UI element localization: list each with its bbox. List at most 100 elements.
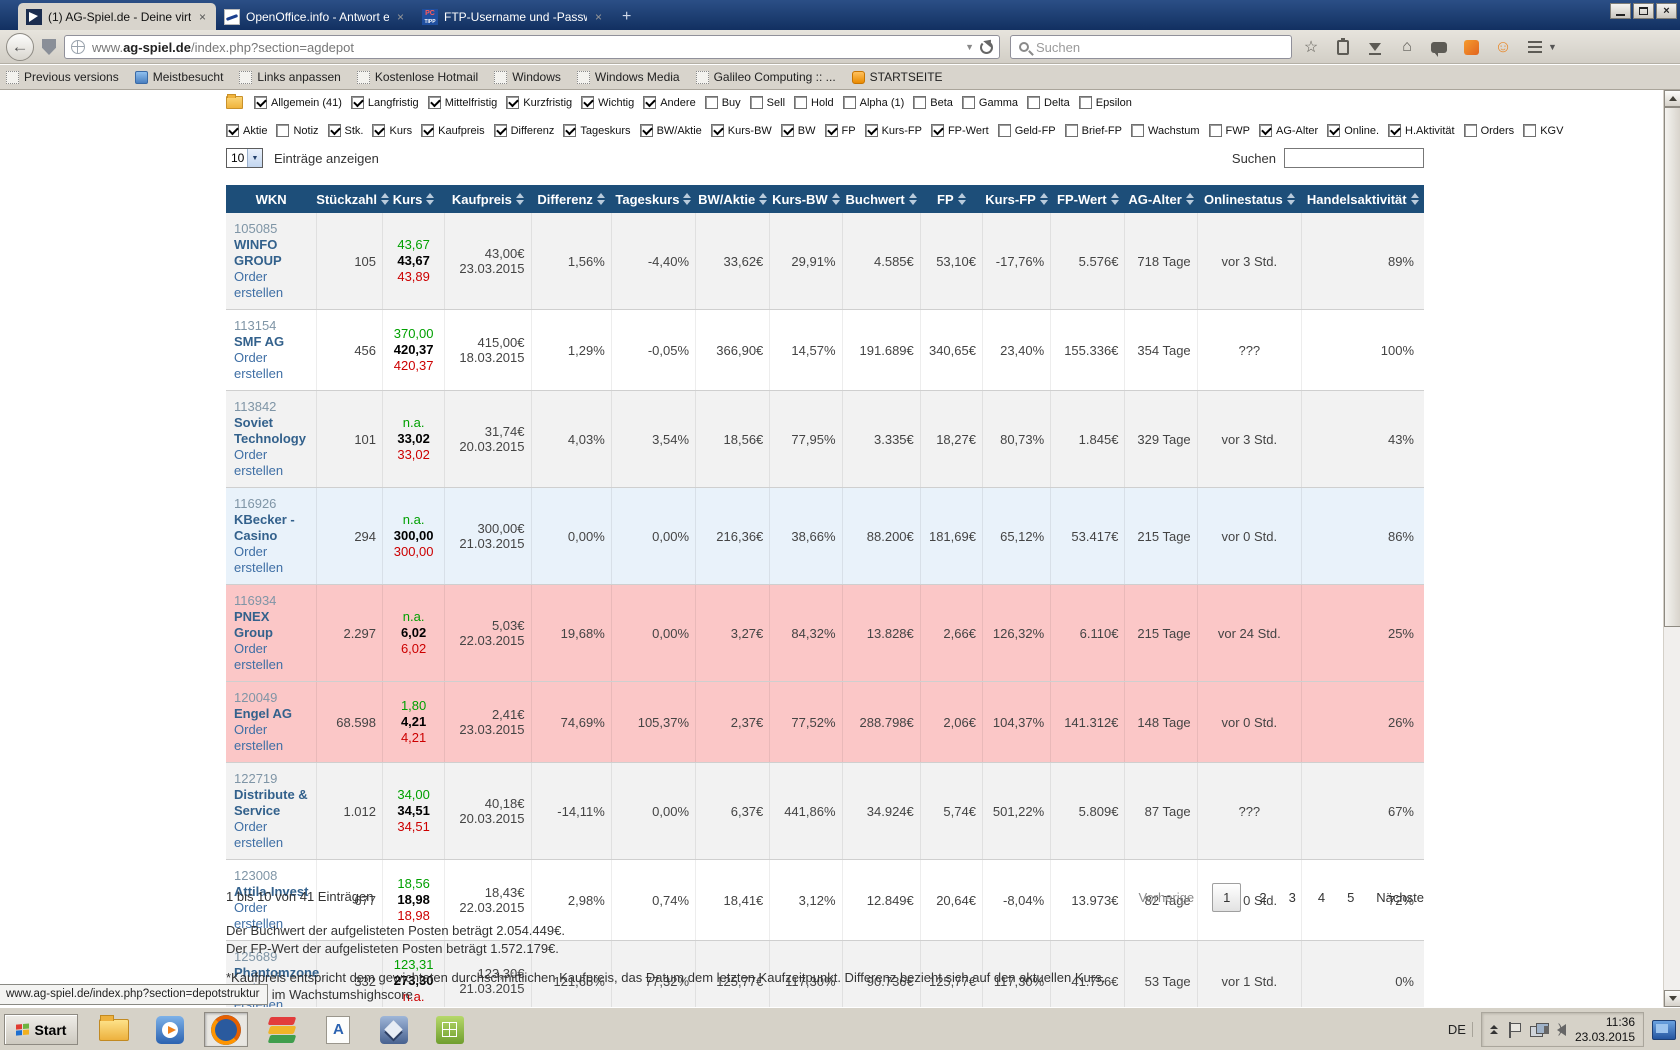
filter-checkbox-item[interactable]: Tageskurs	[563, 124, 631, 137]
column-header[interactable]: Tageskurs	[611, 185, 696, 213]
sort-icon[interactable]	[1039, 193, 1048, 205]
filter-checkbox-item[interactable]: Sell	[749, 96, 785, 109]
stock-name-link[interactable]: Soviet Technology	[234, 415, 306, 446]
checkbox[interactable]	[350, 96, 364, 109]
order-erstellen-link[interactable]: Order erstellen	[234, 544, 284, 575]
checkbox[interactable]	[704, 96, 718, 109]
folder-icon[interactable]	[226, 94, 243, 109]
checkbox[interactable]	[1078, 96, 1092, 109]
filter-checkbox-item[interactable]: Brief-FP	[1064, 124, 1122, 137]
chat-icon[interactable]	[1428, 36, 1450, 58]
checkbox[interactable]	[1027, 96, 1041, 109]
column-header[interactable]: AG-Alter	[1124, 185, 1198, 213]
checkbox[interactable]	[997, 124, 1011, 137]
column-header[interactable]: Stückzahl	[316, 185, 389, 213]
filter-checkbox-item[interactable]: Wachstum	[1131, 124, 1200, 137]
filter-checkbox-item[interactable]: BW	[780, 124, 816, 137]
filter-checkbox-item[interactable]: Online.	[1327, 124, 1379, 137]
checkbox[interactable]	[1064, 124, 1078, 137]
sort-icon[interactable]	[908, 193, 917, 205]
stock-name-link[interactable]: Engel AG	[234, 706, 293, 721]
taskbar-explorer-button[interactable]	[92, 1012, 136, 1047]
checkbox[interactable]	[581, 96, 595, 109]
downloads-icon[interactable]	[1364, 36, 1386, 58]
page-scrollbar[interactable]	[1663, 90, 1680, 1007]
filter-checkbox-item[interactable]: Kurs-FP	[864, 124, 922, 137]
filter-checkbox-item[interactable]: FP-Wert	[930, 124, 989, 137]
language-indicator[interactable]: DE	[1448, 1022, 1473, 1037]
checkbox[interactable]	[254, 96, 267, 109]
stock-name-link[interactable]: SMF AG	[234, 334, 285, 349]
filter-checkbox-item[interactable]: AG-Alter	[1259, 124, 1318, 137]
order-erstellen-link[interactable]: Order erstellen	[234, 641, 284, 672]
scrollbar-thumb[interactable]	[1664, 107, 1680, 627]
checkbox[interactable]	[961, 96, 975, 109]
new-tab-button[interactable]: +	[622, 7, 632, 25]
order-erstellen-link[interactable]: Order erstellen	[234, 900, 284, 931]
sort-icon[interactable]	[426, 193, 435, 205]
tray-clock[interactable]: 11:36 23.03.2015	[1574, 1014, 1635, 1044]
bookmarks-menu-icon[interactable]	[1332, 36, 1354, 58]
checkbox[interactable]	[1523, 124, 1537, 137]
sort-icon[interactable]	[683, 193, 692, 205]
checkbox[interactable]	[824, 124, 838, 137]
pagination-page-1[interactable]: 1	[1212, 883, 1242, 912]
filter-checkbox-item[interactable]: Geld-FP	[997, 124, 1056, 137]
stock-name-link[interactable]: WINFO GROUP	[234, 237, 282, 268]
scroll-down-icon[interactable]	[1664, 990, 1680, 1007]
checkbox[interactable]	[372, 124, 386, 137]
filter-checkbox-item[interactable]: Stk.	[327, 124, 363, 137]
order-erstellen-link[interactable]: Order erstellen	[234, 350, 284, 381]
tab-pctipp[interactable]: FTP-Username und -Passwort... ×	[414, 3, 612, 30]
checkbox[interactable]	[1388, 124, 1402, 137]
column-header[interactable]: Kurs	[382, 185, 445, 213]
entries-per-page-select[interactable]: 10 ▼	[226, 148, 263, 168]
maximize-button[interactable]	[1633, 3, 1654, 19]
checkbox[interactable]	[780, 124, 794, 137]
filter-checkbox-item[interactable]: BW/Aktie	[639, 124, 702, 137]
volume-icon[interactable]	[1543, 1021, 1566, 1036]
filter-checkbox-item[interactable]: Kurs	[372, 124, 412, 137]
url-dropdown-icon[interactable]: ▼	[965, 42, 974, 52]
bookmark-star-icon[interactable]: ☆	[1303, 39, 1319, 56]
tab-close-icon[interactable]: ×	[198, 9, 206, 24]
filter-checkbox-item[interactable]: Kurs-BW	[710, 124, 772, 137]
tracking-shield-icon[interactable]	[42, 39, 56, 55]
table-search-input[interactable]	[1284, 148, 1424, 168]
checkbox[interactable]	[749, 96, 763, 109]
tab-ag-spiel[interactable]: (1) AG-Spiel.de - Deine virtuel... ×	[18, 3, 216, 30]
filter-checkbox-item[interactable]: Aktie	[226, 124, 267, 137]
column-header[interactable]: BW/Aktie	[695, 185, 770, 213]
checkbox[interactable]	[643, 96, 657, 109]
home-icon[interactable]: ⌂	[1402, 38, 1412, 55]
action-center-flag-icon[interactable]	[1507, 1021, 1521, 1038]
checkbox[interactable]	[493, 124, 507, 137]
taskbar-firefox-button[interactable]	[204, 1012, 248, 1047]
filter-checkbox-item[interactable]: Beta	[913, 96, 953, 109]
browser-search-box[interactable]: Suchen	[1010, 35, 1292, 59]
column-header[interactable]: Kurs-BW	[769, 185, 843, 213]
pagination-page-3[interactable]: 3	[1288, 890, 1296, 905]
site-globe-icon[interactable]	[71, 40, 85, 54]
column-header[interactable]: FP	[920, 185, 983, 213]
reload-icon[interactable]	[980, 40, 993, 54]
sort-icon[interactable]	[1410, 193, 1419, 205]
taskbar-editor-button[interactable]	[316, 1012, 360, 1047]
sort-icon[interactable]	[1110, 193, 1119, 205]
sort-icon[interactable]	[515, 193, 524, 205]
sort-icon[interactable]	[596, 193, 605, 205]
filter-checkbox-item[interactable]: Kurzfristig	[506, 96, 572, 109]
bookmark-item[interactable]: Windows Media	[576, 70, 680, 84]
filter-checkbox-item[interactable]: H.Aktivität	[1388, 124, 1455, 137]
checkbox[interactable]	[427, 96, 441, 109]
column-header[interactable]: Differenz	[531, 185, 612, 213]
column-header[interactable]: Handelsaktivität	[1301, 185, 1424, 213]
checkbox[interactable]	[710, 124, 724, 137]
stock-name-link[interactable]: PNEX Group	[234, 609, 273, 640]
scroll-up-icon[interactable]	[1664, 90, 1680, 107]
filter-checkbox-item[interactable]: Buy	[704, 96, 741, 109]
filter-checkbox-item[interactable]: Kaufpreis	[421, 124, 485, 137]
filter-checkbox-item[interactable]: Hold	[794, 96, 834, 109]
checkbox[interactable]	[930, 124, 944, 137]
menu-hamburger-icon[interactable]	[1524, 36, 1546, 58]
